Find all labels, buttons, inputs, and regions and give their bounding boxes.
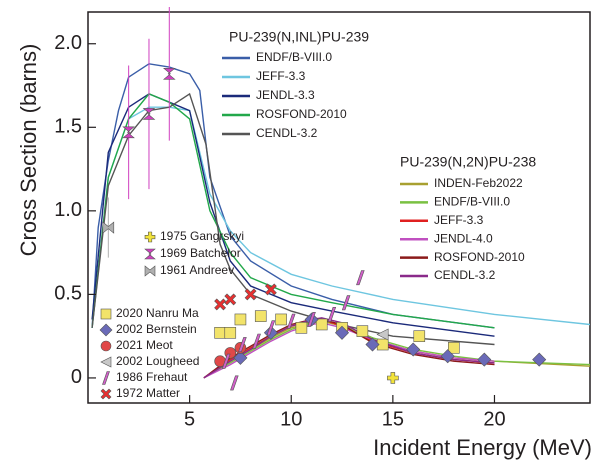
legend-label: 2002 Bernstein [116, 322, 197, 336]
series-line [91, 106, 590, 328]
marker [214, 327, 226, 339]
marker [263, 325, 278, 340]
legend-label: JENDL-4.0 [434, 231, 493, 245]
marker [234, 313, 247, 326]
legend-marker [100, 388, 112, 400]
y-tick-label: 2.0 [54, 32, 82, 54]
marker [244, 288, 257, 301]
legend-label: CENDL-3.2 [434, 268, 496, 282]
marker [264, 283, 277, 296]
x-tick-label: 5 [184, 408, 195, 430]
series-line [91, 63, 495, 329]
legend-label: 1986 Frehaut [116, 370, 188, 384]
marker [356, 325, 369, 337]
marker [477, 352, 492, 367]
marker [266, 320, 276, 336]
legend-label: 1969 Batchelor [160, 246, 241, 260]
legend-title: PU-239(N,2N)PU-238 [400, 154, 536, 170]
legend-label: ROSFOND-2010 [256, 107, 347, 121]
marker [341, 295, 351, 311]
marker [413, 330, 426, 342]
marker [214, 298, 227, 311]
marker [233, 350, 248, 365]
legend-marker [100, 356, 112, 368]
marker [315, 318, 328, 331]
legend-marker [100, 340, 112, 352]
legend-label: 2002 Lougheed [116, 354, 199, 368]
legend-marker [144, 231, 156, 243]
legend-label: 1975 Gangrskyi [160, 229, 244, 243]
marker [238, 337, 247, 353]
marker [254, 310, 267, 322]
x-tick-label: 10 [280, 408, 302, 430]
marker [387, 372, 399, 384]
marker [142, 108, 156, 120]
marker [307, 311, 316, 327]
y-tick-label: 1.0 [54, 199, 82, 221]
legend-label: JEFF-3.3 [256, 69, 306, 83]
legend-label: CENDL-3.2 [256, 126, 318, 140]
legend-label: ROSFOND-2010 [434, 250, 525, 264]
marker [286, 313, 296, 329]
legend-marker [100, 308, 112, 320]
marker [224, 327, 237, 339]
legend-label: JEFF-3.3 [434, 213, 484, 227]
marker [162, 68, 176, 80]
marker [230, 375, 239, 391]
marker [221, 353, 231, 369]
marker [376, 328, 389, 341]
marker [440, 349, 455, 364]
legend-label: 2021 Meot [116, 338, 173, 352]
legend-label: ENDF/B-VIII.0 [434, 195, 510, 209]
legend-label: INDEN-Feb2022 [434, 176, 523, 190]
marker [356, 270, 365, 286]
legend-marker [99, 323, 113, 337]
legend-label: 2020 Nanru Ma [116, 306, 199, 320]
marker [224, 293, 237, 306]
legend-label: ENDF/B-VIII.0 [256, 50, 332, 64]
legend-marker [144, 265, 156, 277]
legend-label: 1961 Andreev [160, 263, 234, 277]
marker [406, 342, 421, 357]
marker [448, 342, 460, 354]
legend-title: PU-239(N,INL)PU-239 [229, 29, 369, 45]
plot-frame [87, 11, 591, 404]
marker [102, 221, 115, 234]
marker [252, 333, 261, 349]
y-tick-label: 0 [71, 366, 82, 388]
marker [275, 313, 287, 326]
y-tick-label: 0.5 [54, 283, 82, 305]
marker [295, 322, 308, 334]
legend-label: 1972 Matter [116, 386, 180, 400]
x-axis-label: Incident Energy (MeV) [373, 435, 592, 460]
y-axis-label: Cross Section (barns) [16, 44, 41, 257]
marker [122, 126, 135, 139]
marker [327, 306, 337, 322]
legend-label: JENDL-3.3 [256, 88, 315, 102]
marker [365, 337, 380, 352]
y-tick-label: 1.5 [54, 116, 82, 138]
x-tick-label: 20 [483, 408, 505, 430]
marker [532, 352, 547, 367]
x-tick-label: 15 [382, 408, 404, 430]
legend-marker [144, 248, 156, 260]
legend-marker [102, 371, 110, 385]
marker [334, 325, 350, 340]
